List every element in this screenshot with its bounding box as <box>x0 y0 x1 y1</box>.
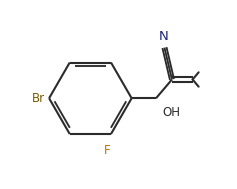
Text: OH: OH <box>163 106 181 119</box>
Text: N: N <box>159 30 169 43</box>
Text: Br: Br <box>32 92 45 105</box>
Text: F: F <box>104 144 110 157</box>
